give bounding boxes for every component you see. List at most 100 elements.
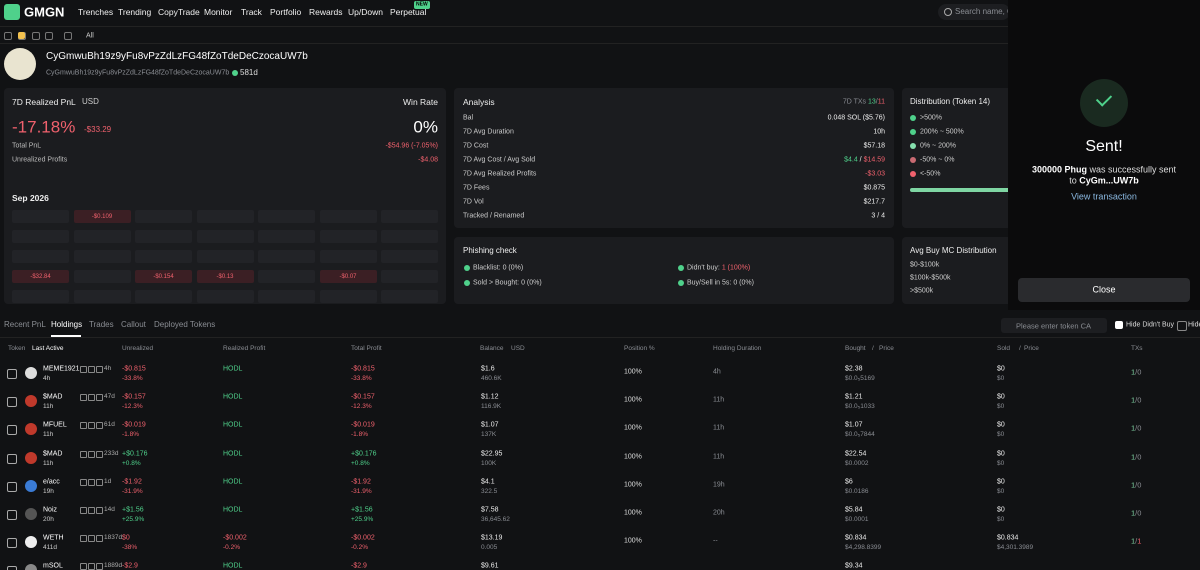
divider [0, 26, 1008, 27]
column-header: / [872, 344, 874, 352]
close-button[interactable] [1018, 278, 1190, 302]
total-profit: +$1.56 [351, 506, 373, 514]
token-action[interactable] [88, 535, 95, 543]
phishing-item: Blacklist: 0 (0%) [473, 265, 523, 272]
nav-link[interactable]: Perpetual [390, 6, 427, 17]
tab[interactable]: Deployed Tokens [154, 320, 216, 329]
bought-sub: $0.0₅7844 [845, 431, 875, 439]
calendar-cell [381, 270, 438, 283]
token-action[interactable] [96, 507, 103, 514]
star[interactable] [7, 425, 17, 436]
token-action[interactable] [80, 507, 87, 514]
token-action[interactable] [80, 563, 87, 570]
phishing-item: Didn't buy: 1 (100%) [687, 265, 750, 272]
search-box[interactable] [938, 4, 1010, 20]
star[interactable] [7, 481, 17, 492]
avg-mc-item: >$500k [910, 287, 934, 295]
unrealized: +$0.176 [122, 450, 148, 458]
column-header: Bought [845, 344, 866, 352]
calendar-cell [196, 270, 254, 283]
token-action[interactable] [88, 450, 95, 458]
view-transaction[interactable]: View transaction [1071, 191, 1137, 202]
toolbar-icon [4, 32, 12, 40]
nav-link[interactable]: CopyTrade [158, 6, 200, 17]
column-header[interactable]: Realized Profit [223, 344, 266, 352]
token-action[interactable] [80, 366, 87, 373]
checkbox[interactable] [1115, 321, 1123, 329]
token-action[interactable] [88, 422, 95, 430]
token-action[interactable] [88, 563, 95, 570]
distribution-item: 0% ~ 200% [920, 142, 956, 150]
calendar-cell [73, 270, 131, 283]
position: 100% [624, 537, 642, 545]
column-header[interactable]: Unrealized [122, 344, 154, 352]
tab[interactable]: Holdings [51, 320, 83, 329]
token-icon [25, 395, 37, 408]
column-header[interactable]: Balance [480, 344, 504, 352]
token-action[interactable] [80, 394, 87, 402]
token-action[interactable] [96, 394, 103, 402]
star[interactable] [7, 369, 17, 379]
token-action[interactable] [80, 478, 87, 486]
text-part: 1 [1131, 480, 1136, 490]
checkbox[interactable] [1177, 321, 1187, 331]
badge-text: NEW [416, 1, 428, 8]
nav-link[interactable]: Rewards [309, 6, 343, 17]
star[interactable] [7, 397, 17, 408]
star[interactable] [7, 453, 17, 464]
column-header[interactable]: Token [8, 344, 26, 352]
calendar-cell [381, 210, 438, 223]
phishing-label: Didn't buy: [687, 264, 722, 272]
calendar-cell [12, 290, 69, 303]
star[interactable] [7, 510, 17, 520]
token-action[interactable] [96, 422, 103, 430]
nav-link[interactable]: Monitor [204, 6, 233, 17]
column-header[interactable]: Total Profit [351, 344, 382, 352]
bought-sub: $0.0001 [845, 515, 869, 523]
token-search[interactable] [1001, 318, 1107, 333]
token-action[interactable] [96, 535, 103, 543]
token-action[interactable] [96, 450, 103, 458]
token-action[interactable] [80, 422, 87, 430]
star[interactable] [7, 566, 17, 570]
nav-link[interactable]: Trending [118, 6, 152, 17]
token-action[interactable] [88, 478, 95, 486]
column-header[interactable]: Last Active [32, 344, 64, 352]
filter[interactable]: All [86, 32, 94, 40]
nav-link[interactable]: Track [241, 6, 262, 17]
token-action[interactable] [96, 366, 103, 373]
last-active: 11h [43, 402, 54, 410]
bought: $6 [845, 478, 853, 486]
tab[interactable]: Recent PnL [4, 320, 46, 329]
analysis-label: 7D Vol [463, 198, 484, 206]
nav-link[interactable]: Trenches [78, 6, 114, 17]
realized: HODL [223, 393, 243, 401]
token-search-placeholder: Please enter token CA [1016, 320, 1092, 330]
star[interactable] [7, 538, 17, 549]
tab[interactable]: Callout [121, 320, 146, 329]
token-action[interactable] [80, 450, 87, 458]
last-active: 19h [43, 487, 54, 495]
check-dot [678, 280, 684, 286]
avg-mc-title: Avg Buy MC Distribution [910, 246, 997, 255]
calendar-cell [196, 230, 254, 243]
text-part: / [1135, 508, 1138, 518]
tab[interactable]: Trades [89, 320, 114, 329]
analysis-label: Bal [463, 114, 474, 122]
token-action[interactable] [80, 535, 87, 543]
nav-link[interactable]: Portfolio [270, 6, 302, 17]
bought: $1.21 [845, 393, 863, 401]
token-action[interactable] [96, 563, 103, 570]
calendar-value: -$0.154 [153, 273, 174, 280]
token-action[interactable] [88, 507, 95, 514]
calendar-cell [12, 210, 69, 223]
bought: $1.07 [845, 421, 863, 429]
column-header: Price [1024, 344, 1039, 352]
nav-link[interactable]: Up/Down [348, 6, 383, 17]
bought-sub: $4,298.8399 [845, 543, 882, 551]
token-action[interactable] [96, 478, 103, 486]
token-action[interactable] [88, 366, 95, 373]
token-age: 1d [104, 477, 112, 485]
token-action[interactable] [88, 394, 95, 402]
